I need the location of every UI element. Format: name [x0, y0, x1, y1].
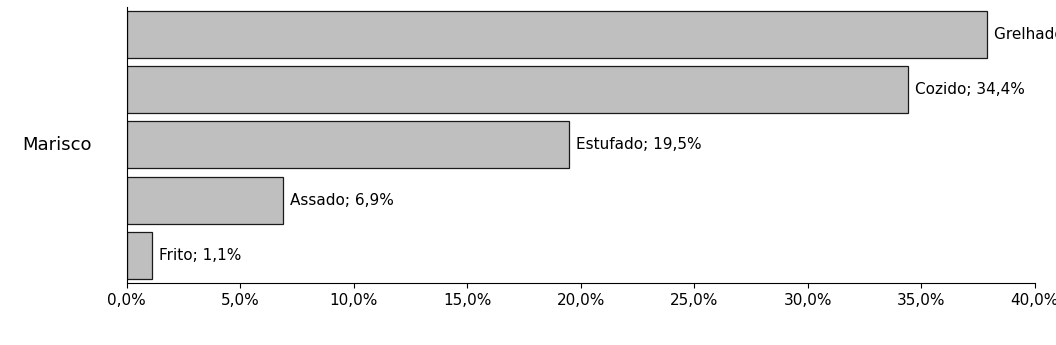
Text: Estufado; 19,5%: Estufado; 19,5% [577, 137, 702, 152]
Bar [127, 66, 908, 113]
Bar [127, 177, 283, 224]
Bar [127, 121, 569, 168]
Text: Grelhado; 37,9%: Grelhado; 37,9% [994, 27, 1056, 42]
Text: Frito; 1,1%: Frito; 1,1% [158, 248, 241, 263]
Y-axis label: Marisco: Marisco [22, 136, 92, 154]
Bar [127, 232, 152, 279]
Text: Assado; 6,9%: Assado; 6,9% [290, 193, 394, 208]
Bar [127, 11, 987, 58]
Text: Cozido; 34,4%: Cozido; 34,4% [914, 82, 1024, 97]
